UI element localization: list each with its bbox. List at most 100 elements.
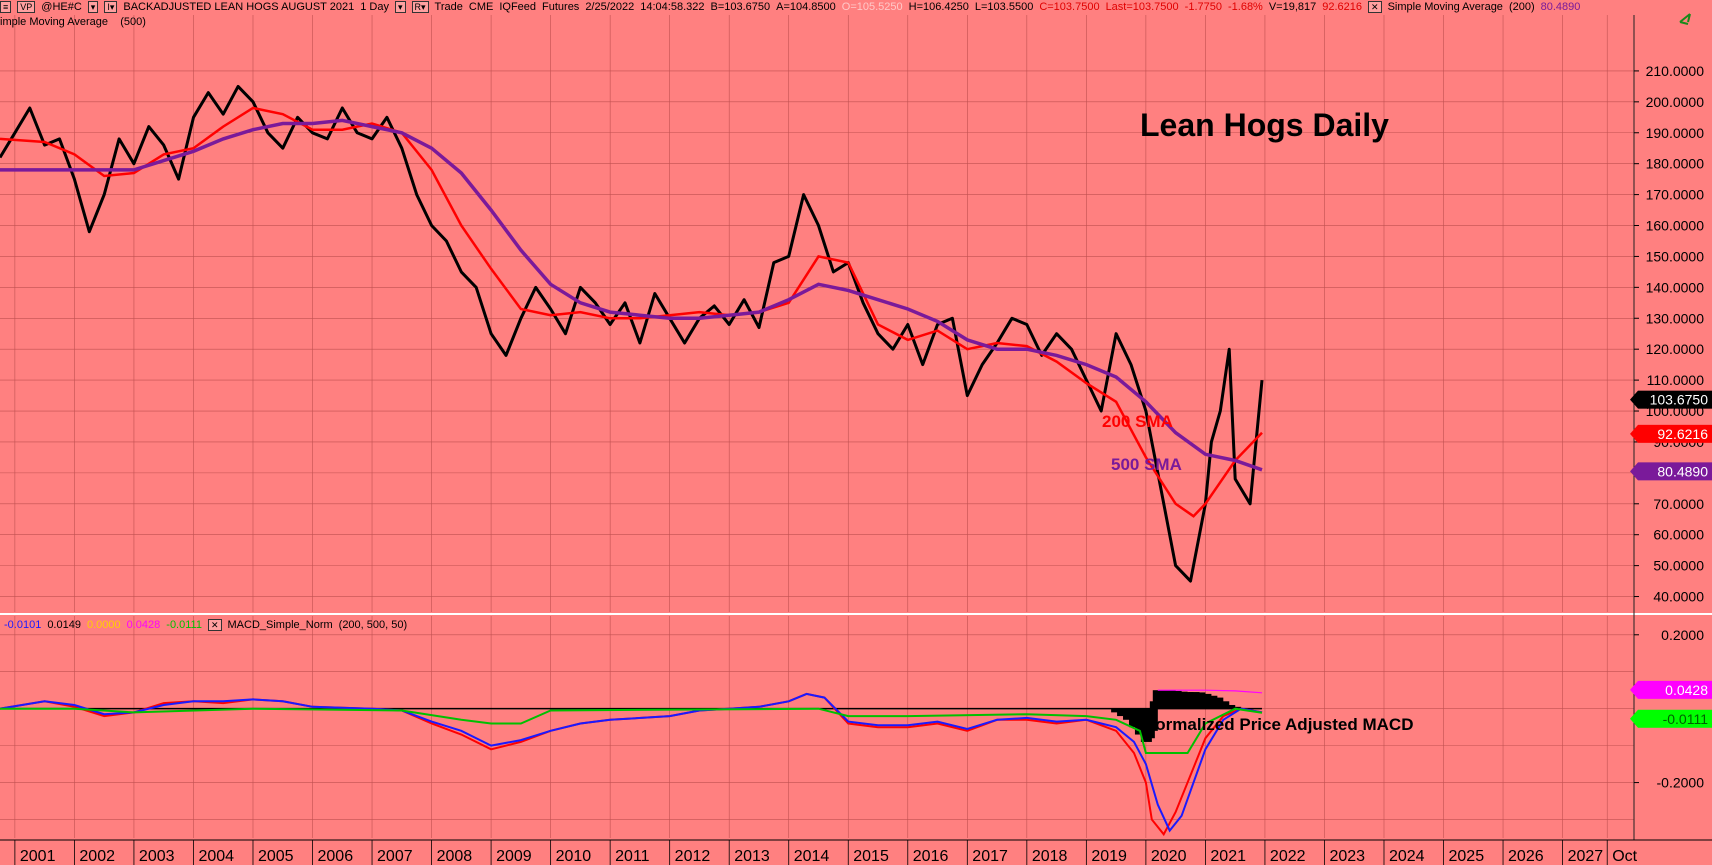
last-value-label-2: 80.4890 (1657, 463, 1708, 479)
x-tick-label: 2002 (79, 848, 115, 865)
sma200-annotation: 200 SMA (1102, 412, 1173, 431)
last-value-label-1-pointer (1630, 424, 1638, 443)
x-tick-label: 2004 (198, 848, 234, 865)
macd-histogram-bar (1123, 708, 1135, 720)
x-tick-label: 2003 (139, 848, 175, 865)
x-tick-label: 2025 (1449, 848, 1485, 865)
x-tick-label: 2006 (318, 848, 354, 865)
y-tick-label: 60.0000 (1653, 527, 1704, 543)
chart-header: ≡ VP @HE#C ▾ I▾ BACKADJUSTED LEAN HOGS AUGUST… (0, 0, 1640, 15)
x-tick-label: 2012 (675, 848, 711, 865)
sma500-annotation: 500 SMA (1111, 455, 1182, 474)
macd-histogram-bar (1188, 692, 1200, 709)
last-value-label-2-pointer (1630, 462, 1638, 481)
macd-histogram-bar (1200, 693, 1212, 709)
macd-header: -0.0101 0.0149 0.0000 0.0428 -0.0111 ✕ MACD_Si… (4, 619, 413, 631)
y-tick-label: 70.0000 (1653, 496, 1704, 512)
symbol[interactable]: @HE#C (41, 1, 82, 13)
contract-type: Futures (542, 1, 580, 13)
macd-histogram-bar (1111, 708, 1123, 713)
y-tick-label: 160.0000 (1646, 218, 1705, 234)
x-tick-label: 2010 (556, 848, 592, 865)
ask: A=104.8500 (776, 1, 836, 13)
macd-last-value-label-1-pointer (1630, 709, 1638, 728)
x-tick-label: 2015 (853, 848, 889, 865)
x-tick-label: 2016 (913, 848, 949, 865)
change: -1.7750 (1184, 1, 1222, 13)
x-tick-label: 2011 (615, 848, 650, 865)
macd-histogram-bar (1170, 690, 1182, 709)
close: C=103.7500 (1039, 1, 1100, 13)
vp-button[interactable]: VP (17, 1, 36, 13)
last-value-label-0-pointer (1630, 390, 1638, 409)
sma-study-name: Simple Moving Average (1387, 1, 1503, 13)
high: H=106.4250 (908, 1, 969, 13)
sma-study-param: (200) (1508, 1, 1535, 13)
y-tick-label: 120.0000 (1646, 341, 1705, 357)
macd-title: Normalized Price Adjusted MACD (1143, 715, 1413, 734)
x-tick-label: 2019 (1091, 848, 1127, 865)
macd-histogram-bar (1176, 691, 1188, 709)
macd-histogram-bar (1218, 701, 1230, 709)
close-study-icon[interactable]: ✕ (1368, 1, 1382, 13)
macd-study-name: MACD_Simple_Norm (227, 619, 333, 631)
interval-dropdown-icon[interactable]: ▾ (394, 1, 406, 13)
symbol-description: BACKADJUSTED LEAN HOGS AUGUST 2021 (123, 1, 355, 13)
sma200-value: 92.6216 (1322, 1, 1363, 13)
macd_blue-line (0, 692, 1263, 833)
y-tick-label: 110.0000 (1647, 372, 1705, 388)
macd-pane (0, 689, 1263, 837)
macd-histogram-bar (1212, 697, 1224, 709)
x-tick-label: 2009 (496, 848, 532, 865)
macd-histogram-bar (1224, 704, 1236, 709)
sync-icon[interactable] (1679, 13, 1691, 25)
signal_green-line (0, 707, 1263, 754)
x-tick-label: 2007 (377, 848, 413, 865)
y-tick-label: 150.0000 (1646, 248, 1705, 264)
y-tick-label: 130.0000 (1646, 310, 1705, 326)
chart-title: Lean Hogs Daily (1140, 107, 1389, 143)
sma-study-name-2: imple Moving Average (0, 16, 109, 28)
menu-icon[interactable]: ≡ (0, 1, 12, 13)
last-value-label-1-bg (1638, 424, 1712, 443)
x-tick-label: 2017 (972, 848, 1008, 865)
quote-time: 14:04:58.322 (640, 1, 705, 13)
sma500-value: 80.4890 (1540, 1, 1581, 13)
y-tick-label: 50.0000 (1653, 558, 1704, 574)
x-tick-label: 2001 (20, 848, 56, 865)
price-grid (0, 15, 1634, 612)
macd-histogram-bar (1164, 690, 1176, 709)
price-series-line (0, 84, 1264, 583)
x-tick-label: 2008 (437, 848, 473, 865)
macd-last-value-label-0-pointer (1630, 680, 1638, 699)
x-tick-label: 2024 (1389, 848, 1425, 865)
r-button[interactable]: R▾ (411, 1, 429, 13)
x-tick-label: Oct (1612, 848, 1637, 865)
macd-histogram-bar (1194, 692, 1206, 709)
macd-histogram-bar (1128, 708, 1140, 728)
macd-histogram-bar (1182, 692, 1194, 709)
macd-histogram-bar (1158, 690, 1170, 709)
sma200-line (0, 106, 1263, 518)
last-value-label-1: 92.6216 (1657, 426, 1708, 442)
symbol-dropdown-icon[interactable]: ▾ (87, 1, 99, 13)
x-tick-label: 2021 (1210, 848, 1246, 865)
interval[interactable]: 1 Day (360, 1, 389, 13)
macd-y-tick-label: -0.2000 (1657, 775, 1705, 791)
y-tick-label: 200.0000 (1646, 94, 1705, 110)
interval-toggle-icon[interactable]: I▾ (104, 1, 118, 13)
close-macd-icon[interactable]: ✕ (207, 619, 222, 631)
macd-value-4: 0.0428 (126, 619, 161, 631)
change-percent: -1.68% (1227, 1, 1263, 13)
macd-histogram-bar (1230, 706, 1242, 709)
x-tick-label: 2018 (1032, 848, 1068, 865)
y-tick-label: 190.0000 (1646, 125, 1705, 141)
x-tick-label: 2027 (1568, 848, 1604, 865)
x-tick-label: 2014 (794, 848, 830, 865)
macd-study-params: (200, 500, 50) (338, 619, 408, 631)
macd-histogram-bar (1117, 708, 1129, 717)
macd-y-tick-label: 0.2000 (1661, 627, 1704, 643)
open: O=105.5250 (841, 1, 903, 13)
macd-last-value-label-0-bg (1638, 680, 1712, 699)
